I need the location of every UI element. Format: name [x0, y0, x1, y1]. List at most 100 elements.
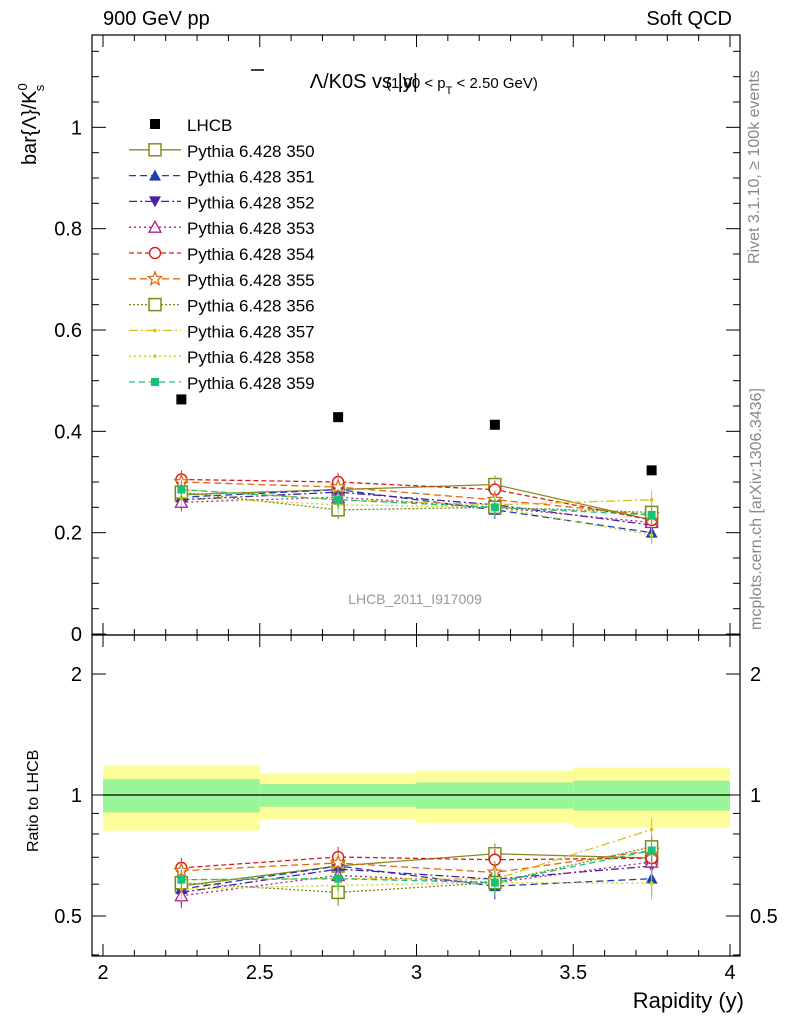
ratio-uncertainty-bands	[103, 765, 730, 831]
ratio-tick-label-left: 1	[71, 785, 82, 807]
ratio-series-9	[177, 837, 656, 896]
ylabel-sub: s	[32, 84, 47, 91]
series-line	[181, 496, 652, 536]
legend-marker	[148, 246, 162, 260]
legend-marker	[151, 378, 159, 386]
legend-marker	[148, 297, 162, 312]
legend-entry-7: Pythia 6.428 357	[129, 322, 315, 341]
title-sub: (1.00 < p	[386, 75, 446, 92]
x-axis-label: Rapidity (y)	[633, 988, 744, 1013]
legend-marker	[153, 354, 157, 359]
y-tick-label: 0	[71, 624, 82, 646]
main-series-layer	[172, 394, 660, 545]
chart-title: Λ/K0S vs |y| (1.00 < pT < 2.50 GeV)	[251, 69, 538, 97]
legend-label: Pythia 6.428 351	[187, 168, 315, 187]
ratio-point	[490, 878, 499, 887]
legend-entry-1: Pythia 6.428 351	[129, 168, 315, 187]
ratio-tick-label-left: 2	[71, 664, 82, 686]
ylabel-main: bar{Λ}/K	[19, 90, 41, 165]
legend-label: Pythia 6.428 359	[187, 374, 315, 393]
rivet-version-label: Rivet 3.1.10, ≥ 100k events	[746, 70, 763, 264]
band-inner	[103, 779, 260, 813]
y-tick-label: 0.2	[54, 523, 82, 545]
legend-label: Pythia 6.428 352	[187, 193, 315, 212]
title-sub-end: < 2.50 GeV)	[452, 75, 537, 92]
legend-marker	[153, 328, 157, 333]
header-left: 900 GeV pp	[103, 8, 210, 30]
series-point	[649, 533, 654, 537]
ratio-series-line	[181, 846, 652, 894]
series-point	[177, 485, 186, 494]
ratio-y-axis-label: Ratio to LHCB	[25, 750, 42, 852]
ratio-tick-label-right: 0.5	[750, 906, 778, 928]
watermark: LHCB_2011_I917009	[348, 591, 482, 607]
ratio-series-4	[175, 844, 658, 879]
series-line	[181, 488, 652, 506]
ratio-series-layer	[173, 818, 660, 909]
ratio-point	[329, 854, 347, 871]
legend-entry-8: Pythia 6.428 358	[129, 348, 315, 367]
svg-text:bar{Λ}/K0s: bar{Λ}/K0 s	[15, 83, 47, 165]
title-rest: /K0S vs |y|	[323, 71, 418, 93]
y-tick-label: 0.4	[54, 421, 82, 443]
ratio-series-line	[181, 849, 652, 884]
legend-label: Pythia 6.428 354	[187, 245, 315, 264]
legend-label: LHCB	[187, 116, 232, 135]
data-point	[176, 394, 187, 405]
ratio-series-line	[181, 861, 652, 897]
legend-entry-2: Pythia 6.428 352	[129, 193, 315, 212]
legend-marker	[148, 143, 162, 157]
ratio-series-line	[181, 849, 652, 874]
series-line	[181, 488, 652, 534]
svg-text:Λ/K0S vs |y|: Λ/K0S vs |y|	[310, 71, 418, 93]
mcplots-label: mcplots.cern.ch [arXiv:1306.3436]	[748, 388, 765, 630]
data-points	[176, 394, 657, 476]
legend-entry-4: Pythia 6.428 354	[129, 245, 315, 264]
series-point	[490, 503, 499, 512]
series-line	[181, 488, 652, 516]
ratio-series-line	[181, 865, 652, 890]
ratio-series-3	[174, 848, 659, 909]
series-point	[329, 478, 347, 495]
legend-label: Pythia 6.428 355	[187, 271, 315, 290]
ratio-tick-label-left: 0.5	[54, 906, 82, 928]
title-bar: Λ	[310, 71, 324, 93]
title-sub-t: T	[446, 85, 453, 97]
series-point	[334, 495, 343, 504]
data-point	[333, 412, 344, 423]
header-right: Soft QCD	[646, 8, 732, 30]
legend-entry-data: LHCB	[150, 116, 232, 135]
legend-label: Pythia 6.428 350	[187, 142, 315, 161]
legend: LHCB Pythia 6.428 350 Pythia 6.428 351 Pyth…	[129, 116, 315, 393]
ratio-point	[649, 881, 654, 885]
series-line	[181, 491, 652, 514]
legend-marker	[150, 119, 160, 129]
legend-entry-9: Pythia 6.428 359	[129, 374, 315, 393]
ratio-tick-label-right: 2	[750, 664, 761, 686]
ratio-point	[334, 874, 343, 883]
y-tick-label: 1	[71, 117, 82, 139]
data-point	[646, 465, 657, 476]
series-line	[181, 478, 652, 521]
x-tick-label: 3	[411, 962, 422, 984]
svg-text:(1.00 < pT < 2.50 GeV): (1.00 < pT < 2.50 GeV)	[386, 75, 538, 97]
legend-entry-3: Pythia 6.428 353	[129, 219, 315, 238]
ratio-point	[649, 827, 654, 832]
ratio-series-line	[181, 881, 652, 890]
data-point	[489, 419, 500, 430]
ratio-series-line	[181, 856, 652, 869]
y-tick-label: 0.6	[54, 320, 82, 342]
y-tick-label: 0.8	[54, 219, 82, 241]
x-tick-label: 4	[724, 962, 735, 984]
ylabel-sup: 0	[15, 83, 30, 90]
series-line	[181, 481, 652, 516]
ratio-series-line	[181, 828, 652, 881]
y-axis-label: bar{Λ}/K0 s	[15, 83, 47, 165]
ratio-tick-label-right: 1	[750, 785, 761, 807]
series-9	[177, 480, 656, 525]
legend-marker	[149, 196, 161, 208]
ratio-series-1	[175, 855, 658, 902]
axes-layer: 2 2.5 3 3.5 4 0 0.2 0.4 0.6 0.8 1 0.5 0.5 1 1 2 2	[54, 35, 778, 984]
legend-marker	[149, 169, 161, 181]
